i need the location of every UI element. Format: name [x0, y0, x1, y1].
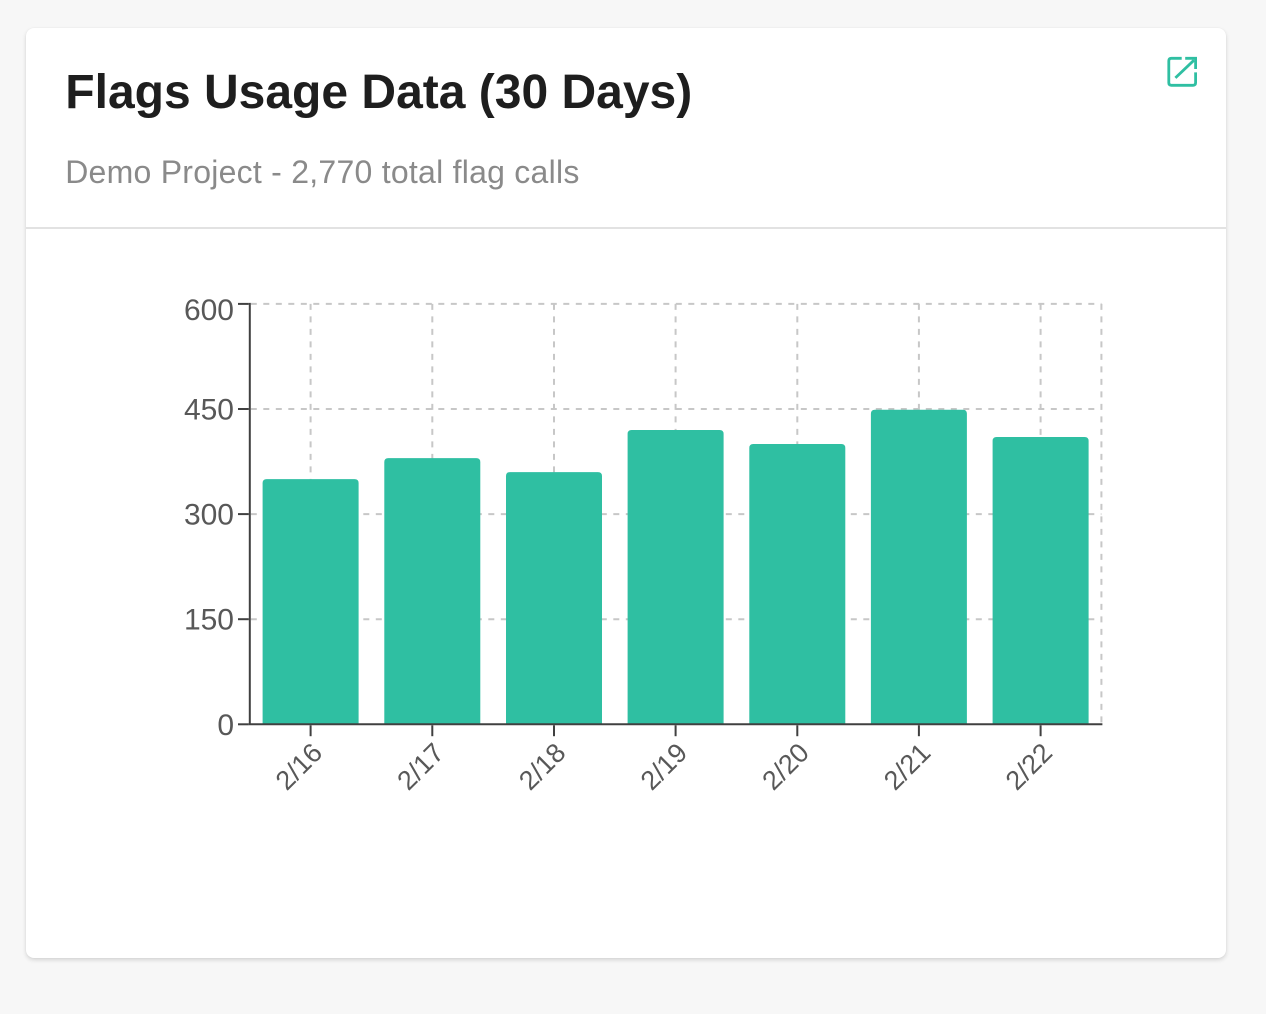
svg-text:2/17: 2/17	[391, 737, 449, 795]
svg-text:300: 300	[184, 499, 234, 532]
svg-text:150: 150	[184, 604, 234, 637]
svg-text:2/19: 2/19	[635, 737, 693, 795]
svg-text:450: 450	[184, 394, 234, 427]
svg-text:0: 0	[217, 709, 234, 742]
svg-text:2/16: 2/16	[270, 737, 328, 795]
svg-text:2/20: 2/20	[756, 737, 814, 795]
svg-text:2/18: 2/18	[513, 737, 571, 795]
svg-text:2/22: 2/22	[1000, 737, 1058, 795]
svg-text:2/21: 2/21	[878, 737, 936, 795]
svg-text:600: 600	[184, 294, 234, 327]
